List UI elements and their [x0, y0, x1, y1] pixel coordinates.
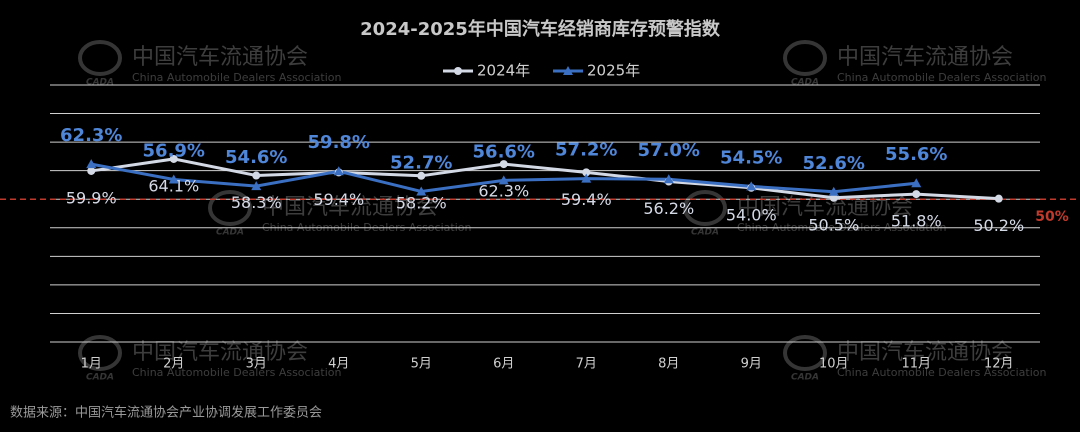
- watermark-logo: [208, 190, 252, 226]
- data-label: 57.0%: [638, 140, 700, 161]
- point: [912, 190, 921, 199]
- watermark-name: 中国汽车流通协会: [132, 45, 308, 70]
- point: [911, 178, 922, 188]
- data-label: 52.7%: [390, 153, 452, 174]
- watermark-english: China Automobile Dealers Association: [837, 71, 1046, 84]
- series-line: [91, 157, 999, 201]
- source-note: 数据来源：中国汽车流通协会产业协调发展工作委员会: [10, 405, 322, 421]
- point: [252, 171, 261, 180]
- legend: 2024年 2025年: [443, 62, 640, 80]
- watermark-logo-text: CADA: [791, 78, 819, 88]
- x-tick-label: 12月: [984, 357, 1014, 372]
- data-label: 62.3%: [478, 182, 529, 201]
- x-tick-label: 8月: [658, 357, 679, 372]
- data-label: 58.3%: [231, 193, 282, 212]
- watermark-english: China Automobile Dealers Association: [837, 366, 1046, 379]
- point: [994, 194, 1003, 203]
- grid: 50% 1月 2月 3月 4月 5月 6月 7月 8月 9月 10月 11月 12月: [0, 84, 1080, 372]
- legend-label: 2024年: [477, 62, 530, 80]
- data-label: 50.5%: [808, 215, 859, 234]
- data-label: 54.0%: [726, 205, 777, 224]
- data-label: 59.4%: [561, 190, 612, 209]
- legend-marker: [454, 67, 462, 75]
- point: [581, 173, 592, 183]
- legend-marker: [563, 66, 573, 75]
- x-tick-label: 10月: [819, 357, 849, 372]
- x-tick-label: 2月: [163, 357, 184, 372]
- watermark-english: China Automobile Dealers Association: [132, 71, 341, 84]
- data-label: 54.5%: [720, 147, 782, 168]
- x-tick-label: 6月: [493, 357, 514, 372]
- watermark-name: 中国汽车流通协会: [837, 340, 1013, 365]
- chart-title: 2024-2025年中国汽车经销商库存预警指数: [360, 18, 721, 40]
- watermark-name: 中国汽车流通协会: [132, 340, 308, 365]
- data-label: 56.9%: [143, 141, 205, 162]
- point: [86, 159, 97, 169]
- watermark-logo: [783, 40, 827, 76]
- point: [828, 186, 839, 196]
- point: [417, 171, 426, 180]
- x-tick-label: 1月: [81, 357, 102, 372]
- data-label: 62.3%: [60, 125, 122, 146]
- point: [498, 175, 509, 185]
- x-tick-label: 4月: [328, 357, 349, 372]
- watermark-logo-text: CADA: [791, 373, 819, 383]
- point: [663, 174, 674, 184]
- data-label: 54.6%: [225, 147, 287, 168]
- data-label: 52.6%: [803, 153, 865, 174]
- watermark-logo-text: CADA: [86, 78, 114, 88]
- data-label: 57.2%: [555, 140, 617, 161]
- plot: 59.9% 64.1% 58.3% 59.4% 58.2% 62.3% 59.4% 56.2%…: [60, 125, 1024, 235]
- watermark-logo: [78, 335, 122, 371]
- point: [582, 168, 591, 177]
- data-label: 59.4%: [313, 190, 364, 209]
- legend-label: 2025年: [587, 62, 640, 80]
- watermark-logo-text: CADA: [691, 228, 719, 238]
- data-label: 51.8%: [891, 212, 942, 231]
- point: [416, 186, 427, 196]
- point: [87, 166, 96, 175]
- data-label: 59.8%: [308, 132, 370, 153]
- watermark-logo-text: CADA: [86, 373, 114, 383]
- watermark-english: China Automobile Dealers Association: [132, 366, 341, 379]
- point: [251, 181, 262, 191]
- data-label: 59.9%: [66, 188, 117, 207]
- data-label: 64.1%: [148, 176, 199, 195]
- watermark-logo-text: CADA: [216, 228, 244, 238]
- data-label: 56.2%: [643, 199, 694, 218]
- x-tick-label: 5月: [411, 357, 432, 372]
- watermark-logo: [78, 40, 122, 76]
- data-label: 58.2%: [396, 193, 447, 212]
- x-tick-label: 11月: [901, 357, 931, 372]
- watermark-logo: [683, 190, 727, 226]
- data-label: 55.6%: [885, 144, 947, 165]
- watermark-name: 中国汽车流通协会: [837, 45, 1013, 70]
- point: [499, 160, 508, 169]
- data-label: 50.2%: [973, 216, 1024, 235]
- x-tick-label: 3月: [246, 357, 267, 372]
- point: [333, 166, 344, 176]
- threshold-label: 50%: [1035, 209, 1069, 225]
- point: [746, 181, 757, 191]
- x-tick-label: 7月: [576, 357, 597, 372]
- data-label: 56.6%: [473, 141, 535, 162]
- point: [168, 174, 179, 184]
- watermark-logo: [783, 335, 827, 371]
- x-tick-label: 9月: [741, 357, 762, 372]
- point: [169, 154, 178, 163]
